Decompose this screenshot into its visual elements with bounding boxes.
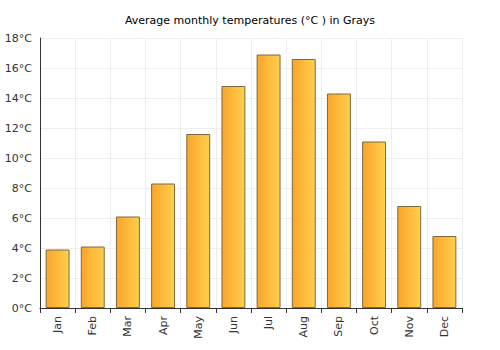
- svg-text:12°C: 12°C: [5, 122, 32, 135]
- svg-text:Oct: Oct: [368, 315, 381, 335]
- svg-text:18°C: 18°C: [5, 32, 32, 45]
- svg-text:Aug: Aug: [297, 316, 310, 337]
- svg-text:Feb: Feb: [86, 316, 99, 335]
- svg-text:Jun: Jun: [227, 316, 240, 334]
- svg-text:8°C: 8°C: [12, 182, 32, 195]
- svg-text:May: May: [192, 316, 205, 339]
- svg-text:2°C: 2°C: [12, 272, 32, 285]
- svg-text:Dec: Dec: [438, 316, 451, 337]
- svg-text:0°C: 0°C: [12, 302, 32, 315]
- svg-text:Nov: Nov: [403, 316, 416, 338]
- svg-text:Mar: Mar: [121, 316, 134, 337]
- svg-text:Apr: Apr: [157, 316, 170, 336]
- svg-text:14°C: 14°C: [5, 92, 32, 105]
- svg-text:6°C: 6°C: [12, 212, 32, 225]
- svg-text:Sep: Sep: [332, 316, 345, 337]
- svg-text:10°C: 10°C: [5, 152, 32, 165]
- svg-text:4°C: 4°C: [12, 242, 32, 255]
- svg-text:16°C: 16°C: [5, 62, 32, 75]
- svg-text:Average monthly temperatures (: Average monthly temperatures (°C ) in Gr…: [125, 14, 375, 27]
- svg-text:Jan: Jan: [51, 316, 64, 334]
- svg-text:Jul: Jul: [262, 316, 275, 330]
